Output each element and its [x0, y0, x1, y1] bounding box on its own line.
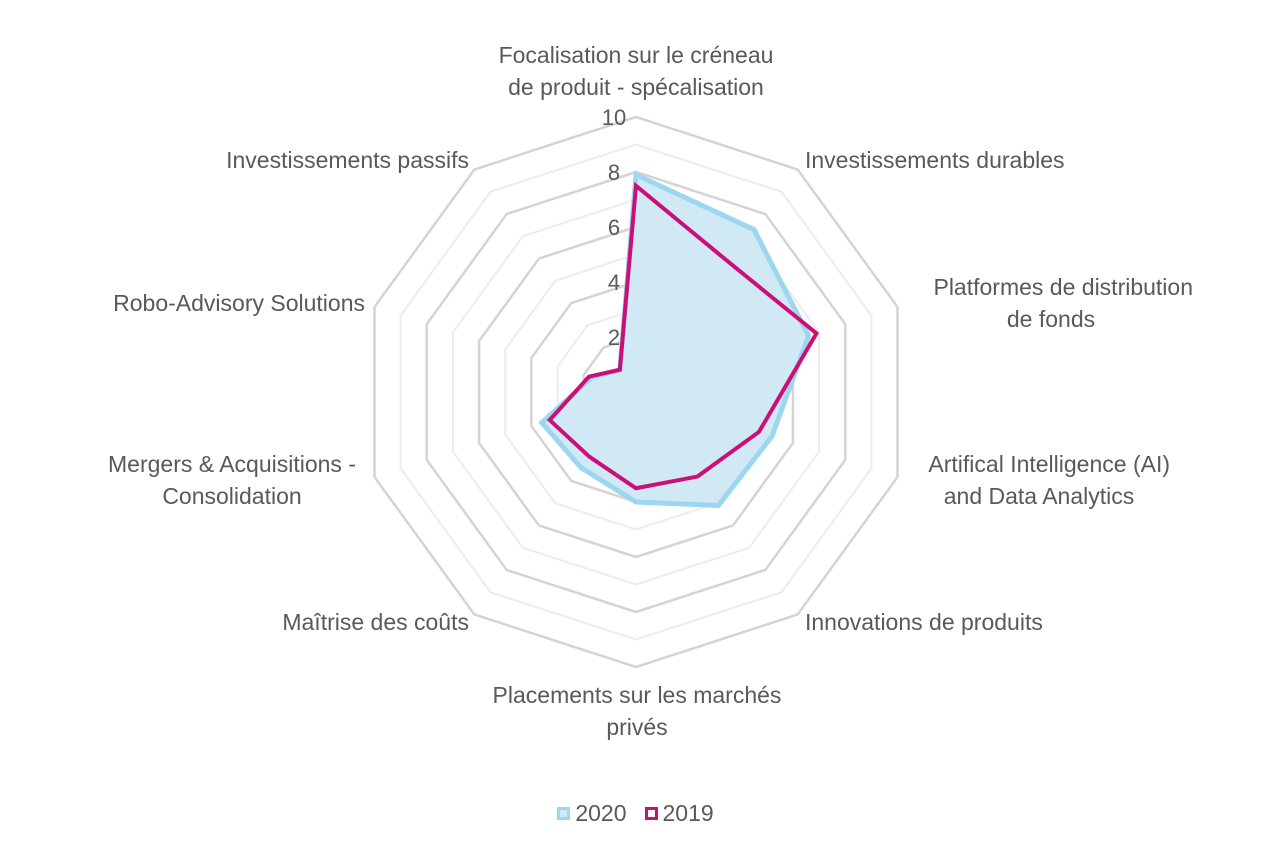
radar-series [538, 170, 820, 509]
legend-swatch-2019 [644, 807, 658, 820]
tick-label-6: 6 [608, 215, 620, 240]
axis-label-7-line-1: Consolidation [162, 483, 301, 509]
axis-label-5-line-1: privés [606, 714, 667, 740]
legend-label-2019: 2019 [662, 800, 714, 826]
legend-item-2020: 2020 [557, 800, 627, 827]
series-2020-line [538, 170, 812, 509]
legend-label-2020: 2020 [575, 800, 627, 826]
radial-tick-labels: 2 4 6 8 10 [602, 105, 626, 350]
legend-item-2019: 2019 [644, 800, 714, 827]
grid-ring-7 [451, 198, 821, 586]
grid-ring-10 [373, 115, 899, 669]
legend-swatch-2020 [557, 807, 571, 820]
tick-label-4: 4 [608, 270, 620, 295]
axis-label-1-line-0: Investissements durables [805, 147, 1065, 173]
tick-label-10: 10 [602, 105, 626, 130]
axis-label-0-line-1: de produit - spécalisation [508, 74, 764, 100]
axis-label-8-line-0: Robo-Advisory Solutions [113, 290, 365, 316]
series-2019-line [546, 181, 820, 491]
axis-label-7-line-0: Mergers & Acquisitions - [108, 451, 356, 477]
axis-label-6-line-0: Maîtrise des coûts [282, 609, 469, 635]
axis-label-4-line-0: Innovations de produits [805, 609, 1043, 635]
axis-label-2-line-0: Platformes de distribution [933, 274, 1193, 300]
grid-ring-8 [425, 170, 847, 614]
tick-label-8: 8 [608, 160, 620, 185]
axis-label-9-line-0: Investissements passifs [226, 147, 469, 173]
axis-label-3-line-0: Artifical Intelligence (AI) [928, 451, 1170, 477]
radar-chart: 2 4 6 8 10 Focalisation sur le créneau de pro… [108, 42, 1193, 740]
axis-label-2-line-1: de fonds [1007, 306, 1095, 332]
tick-label-2: 2 [608, 325, 620, 350]
axis-label-0-line-0: Focalisation sur le créneau [499, 42, 774, 68]
legend: 2020 2019 [0, 800, 1271, 827]
axis-labels: Focalisation sur le créneau de produit - … [108, 42, 1193, 740]
axis-label-5-line-0: Placements sur les marchés [493, 682, 782, 708]
axis-label-3-line-1: and Data Analytics [944, 483, 1135, 509]
grid-ring-9 [399, 143, 873, 641]
